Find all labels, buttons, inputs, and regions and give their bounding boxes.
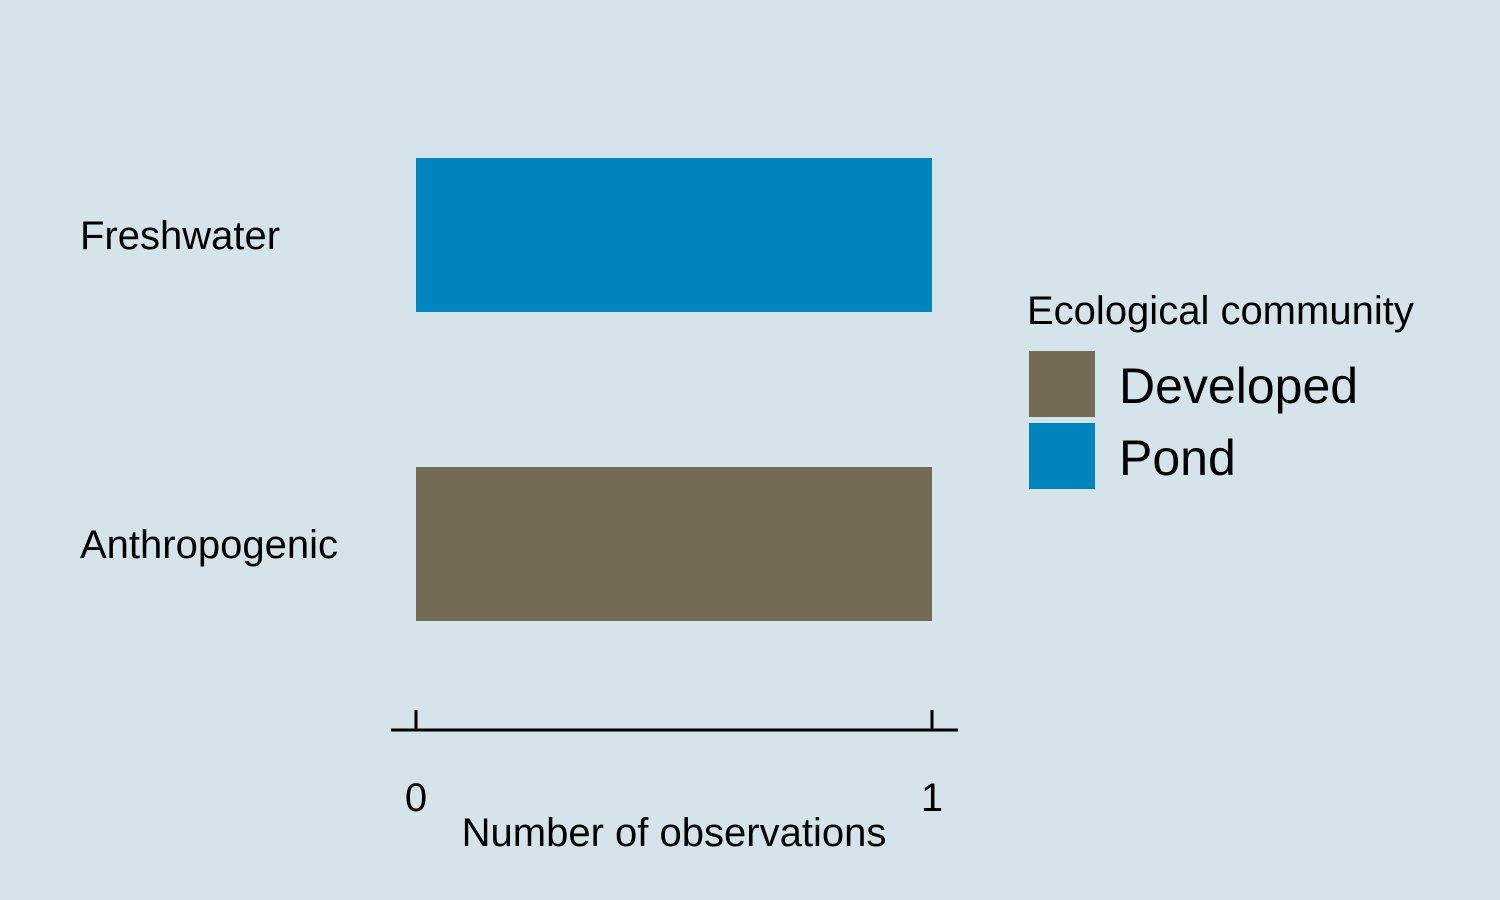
bars-group	[416, 158, 932, 621]
category-label-freshwater: Freshwater	[80, 214, 280, 258]
x-tick-label-1: 1	[921, 776, 943, 820]
legend-swatch-pond	[1029, 423, 1095, 489]
legend-swatch-developed	[1029, 351, 1095, 417]
x-axis-title: Number of observations	[462, 811, 887, 855]
legend-label-developed: Developed	[1119, 358, 1358, 414]
legend-title: Ecological community	[1027, 289, 1414, 333]
category-label-anthropogenic: Anthropogenic	[80, 523, 338, 567]
bar-freshwater	[416, 158, 932, 312]
category-labels: Anthropogenic Freshwater	[80, 214, 338, 567]
legend: Ecological community Developed Pond	[1027, 289, 1414, 489]
bar-anthropogenic	[416, 467, 932, 621]
x-tick-label-0: 0	[405, 776, 427, 820]
legend-label-pond: Pond	[1119, 430, 1236, 486]
